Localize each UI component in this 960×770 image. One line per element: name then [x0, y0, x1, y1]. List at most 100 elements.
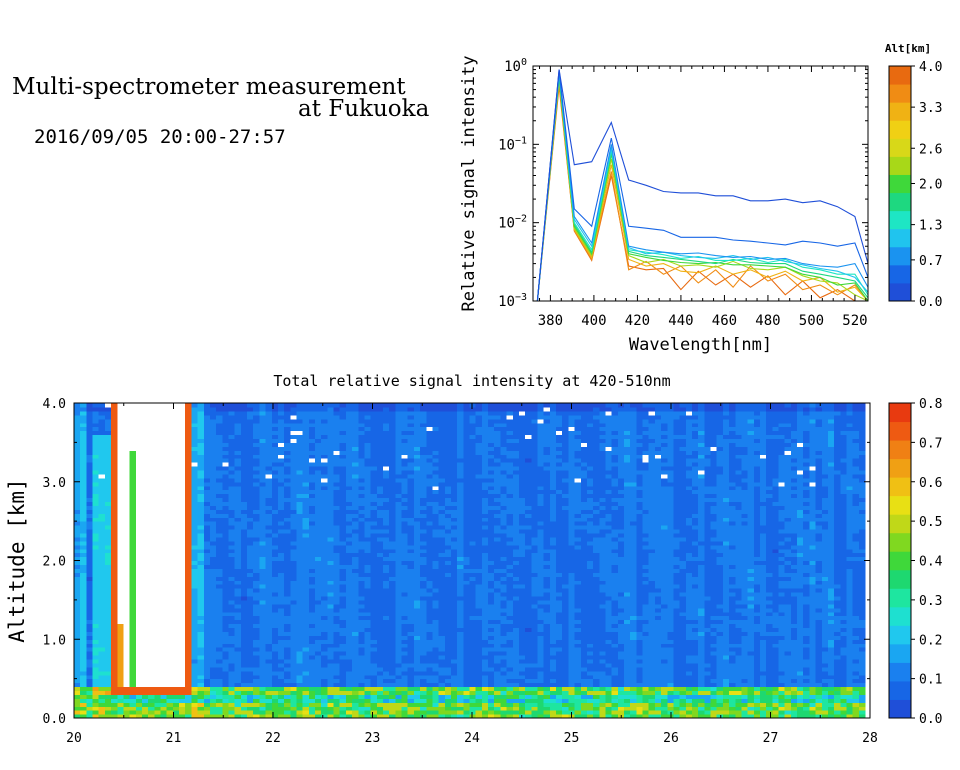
heatmap-cell [166, 422, 174, 428]
heatmap-cell [308, 670, 316, 676]
heatmap-cell [345, 627, 353, 632]
heatmap-cell [216, 403, 223, 408]
heatmap-cell [401, 651, 409, 656]
heatmap-cell [222, 623, 230, 629]
heatmap-cell [376, 599, 384, 605]
heatmap-cell [253, 631, 260, 636]
heatmap-cell [222, 462, 230, 467]
heatmap-cell [358, 536, 366, 542]
heatmap-cell [74, 517, 81, 522]
heatmap-cell [172, 536, 180, 542]
heatmap-cell [80, 529, 87, 534]
heatmap-cell [179, 469, 186, 475]
heatmap-cell [308, 469, 316, 475]
heatmap-cell [259, 564, 267, 569]
heatmap-cell [333, 706, 341, 711]
heatmap-cell [358, 403, 366, 408]
heatmap-cell [302, 631, 310, 636]
heatmap-cell [92, 422, 100, 428]
heatmap-cell [401, 686, 409, 692]
heatmap-cell [413, 651, 421, 656]
heatmap-cell [197, 651, 205, 656]
heatmap-cell [203, 414, 211, 420]
heatmap-cell [284, 647, 291, 652]
heatmap-cell [191, 694, 199, 699]
heatmap-cell [98, 662, 106, 668]
heatmap-cell [222, 521, 230, 526]
heatmap-cell [135, 627, 143, 632]
heatmap-cell [234, 655, 242, 660]
heatmap-cell [290, 647, 298, 652]
heatmap-cell [247, 473, 254, 479]
heatmap-cell [74, 481, 81, 487]
heatmap-cell [444, 714, 452, 719]
heatmap-cell [345, 584, 353, 589]
heatmap-cell [426, 658, 434, 664]
heatmap-cell [345, 595, 353, 601]
heatmap-cell [104, 450, 112, 455]
heatmap-cell [376, 588, 384, 593]
heatmap-cell [407, 662, 415, 668]
heatmap-cell [284, 651, 291, 656]
heatmap-cell [432, 509, 440, 514]
heatmap-cell [98, 595, 106, 601]
heatmap-cell [296, 426, 304, 432]
heatmap-cell [74, 694, 81, 699]
heatmap-cell [172, 643, 180, 648]
heatmap-cell [80, 473, 87, 479]
heatmap-cell [160, 473, 168, 479]
heatmap-cell [284, 422, 291, 428]
heatmap-cell [148, 430, 155, 436]
heatmap-cell [407, 497, 415, 503]
heatmap-cell [123, 466, 131, 471]
heatmap-cell [432, 682, 440, 688]
heatmap-cell [432, 655, 440, 660]
heatmap-cell [352, 623, 359, 629]
heatmap-cell [315, 493, 322, 499]
heatmap-cell [277, 521, 285, 526]
heatmap-cell [160, 595, 168, 601]
heatmap-cell [74, 466, 81, 471]
heatmap-cell [203, 442, 211, 447]
heatmap-cell [240, 714, 248, 719]
heatmap-cell [389, 556, 396, 562]
heatmap-cell [253, 540, 260, 546]
heatmap-cell [179, 406, 186, 412]
heatmap-cell [154, 588, 162, 593]
heatmap-cell [203, 438, 211, 443]
heatmap-cell [420, 611, 427, 617]
heatmap-cell [141, 686, 149, 692]
heatmap-cell [240, 702, 248, 707]
heatmap-cell [104, 497, 112, 503]
heatmap-cell [86, 430, 94, 436]
heatmap-cell [345, 418, 353, 424]
heatmap-cell [141, 576, 149, 581]
heatmap-cell [364, 631, 372, 636]
heatmap-cell [265, 414, 273, 420]
heatmap-cell [395, 466, 403, 471]
heatmap-cell [117, 489, 125, 495]
heatmap-cell [389, 489, 396, 495]
heatmap-cell [358, 529, 366, 534]
heatmap-cell [216, 438, 223, 443]
heatmap-cell [370, 477, 378, 483]
heatmap-cell [259, 532, 267, 538]
heatmap-cell [438, 505, 446, 510]
heatmap-cell [253, 458, 260, 463]
heatmap-cell [253, 509, 260, 514]
heatmap-cell [389, 588, 396, 593]
heatmap-cell [265, 477, 273, 483]
heatmap-cell [80, 611, 87, 617]
heatmap-cell [123, 540, 131, 546]
heatmap-cell [234, 619, 242, 625]
heatmap-cell [389, 422, 396, 428]
heatmap-cell [234, 603, 242, 609]
heatmap-cell [148, 458, 155, 463]
heatmap-cell [376, 469, 384, 475]
heatmap-cell [426, 694, 434, 699]
heatmap-cell [247, 505, 254, 510]
heatmap-cell [370, 623, 378, 629]
heatmap-cell [166, 505, 174, 510]
heatmap-cell [271, 592, 279, 597]
